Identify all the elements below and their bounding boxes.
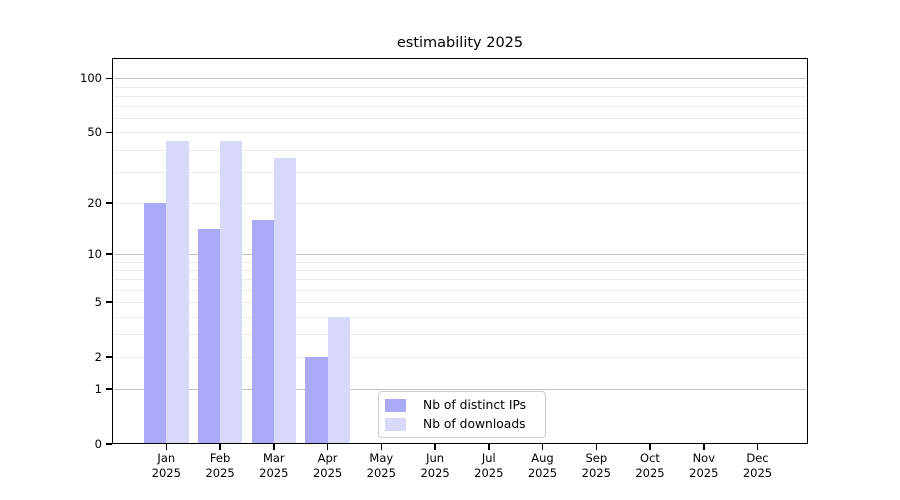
y-tick-20 [106, 202, 112, 204]
y-gridline-minor-80 [114, 95, 806, 97]
legend-label-distinct-ips: Nb of distinct IPs [423, 398, 527, 412]
y-gridline-minor-8 [114, 269, 806, 271]
x-tick-jul-2025 [488, 444, 490, 450]
y-gridline-major-1 [114, 389, 806, 391]
x-tick-mar-2025 [273, 444, 275, 450]
x-tick-nov-2025 [703, 444, 705, 450]
legend-swatch-distinct-ips [385, 398, 406, 412]
bar-nb-of-downloads-feb-2025 [220, 140, 243, 443]
y-gridline-minor-7 [114, 279, 806, 281]
y-tick-label-20: 20 [87, 195, 102, 210]
bar-nb-of-distinct-ips-jan-2025 [144, 202, 167, 443]
bar-nb-of-downloads-jan-2025 [166, 140, 189, 443]
x-tick-jun-2025 [434, 444, 436, 450]
bar-nb-of-distinct-ips-apr-2025 [305, 356, 328, 443]
y-tick-label-0: 0 [94, 437, 102, 451]
y-tick-100 [106, 77, 112, 79]
x-tick-label-may-2025: May 2025 [366, 451, 396, 480]
y-gridline-minor-6 [114, 289, 806, 291]
y-tick-10 [106, 253, 112, 255]
x-tick-label-apr-2025: Apr 2025 [312, 451, 343, 480]
y-gridline-minor-5 [114, 302, 806, 303]
chart-title: estimability 2025 [396, 35, 524, 51]
legend-swatch-downloads [385, 417, 406, 431]
legend: Nb of distinct IPs Nb of downloads [378, 391, 546, 438]
y-gridline-minor-60 [114, 118, 806, 120]
y-tick-2 [106, 356, 112, 358]
y-gridline-minor-2 [114, 356, 806, 358]
y-gridline-minor-3 [114, 334, 806, 336]
y-gridline-minor-20 [114, 202, 806, 204]
x-tick-label-sep-2025: Sep 2025 [581, 451, 611, 480]
y-gridline-minor-50 [114, 132, 806, 134]
x-tick-label-mar-2025: Mar 2025 [259, 451, 289, 480]
y-tick-label-2: 2 [94, 349, 102, 364]
legend-label-downloads: Nb of downloads [423, 417, 526, 431]
x-tick-dec-2025 [756, 444, 759, 450]
bar-nb-of-downloads-apr-2025 [327, 316, 350, 443]
y-tick-1 [106, 388, 112, 390]
x-tick-label-nov-2025: Nov 2025 [689, 451, 719, 480]
x-tick-label-feb-2025: Feb 2025 [205, 451, 235, 480]
bar-nb-of-distinct-ips-feb-2025 [197, 229, 221, 443]
x-tick-label-aug-2025: Aug 2025 [527, 451, 558, 480]
bar-nb-of-downloads-mar-2025 [273, 157, 297, 443]
y-gridline-minor-9 [114, 261, 806, 263]
y-gridline-minor-70 [114, 106, 806, 108]
y-tick-0 [106, 443, 112, 445]
y-tick-label-50: 50 [87, 125, 102, 140]
x-tick-label-jul-2025: Jul 2025 [474, 451, 504, 480]
y-tick-label-5: 5 [94, 295, 102, 309]
x-tick-jan-2025 [165, 444, 168, 450]
y-gridline-major-100 [114, 78, 806, 80]
y-tick-label-1: 1 [94, 382, 102, 397]
x-tick-label-jun-2025: Jun 2025 [420, 451, 450, 480]
x-tick-oct-2025 [649, 444, 651, 450]
y-tick-5 [106, 301, 112, 303]
legend-item-distinct-ips: Nb of distinct IPs [385, 398, 545, 412]
x-tick-apr-2025 [326, 444, 329, 450]
x-tick-aug-2025 [541, 444, 544, 450]
x-tick-feb-2025 [219, 444, 221, 450]
bar-nb-of-distinct-ips-mar-2025 [251, 219, 274, 443]
legend-item-downloads: Nb of downloads [385, 417, 545, 431]
y-gridline-minor-4 [114, 316, 806, 318]
x-tick-label-dec-2025: Dec 2025 [742, 451, 773, 480]
y-tick-label-100: 100 [80, 71, 102, 86]
x-tick-may-2025 [380, 444, 383, 450]
y-gridline-major-10 [114, 254, 806, 255]
x-tick-label-oct-2025: Oct 2025 [635, 451, 665, 480]
y-gridline-minor-30 [114, 171, 806, 173]
x-tick-sep-2025 [595, 444, 597, 450]
y-gridline-minor-40 [114, 149, 806, 151]
y-tick-label-10: 10 [87, 247, 102, 261]
y-tick-50 [106, 131, 112, 134]
x-tick-label-jan-2025: Jan 2025 [151, 451, 181, 480]
y-gridline-minor-90 [114, 86, 806, 88]
